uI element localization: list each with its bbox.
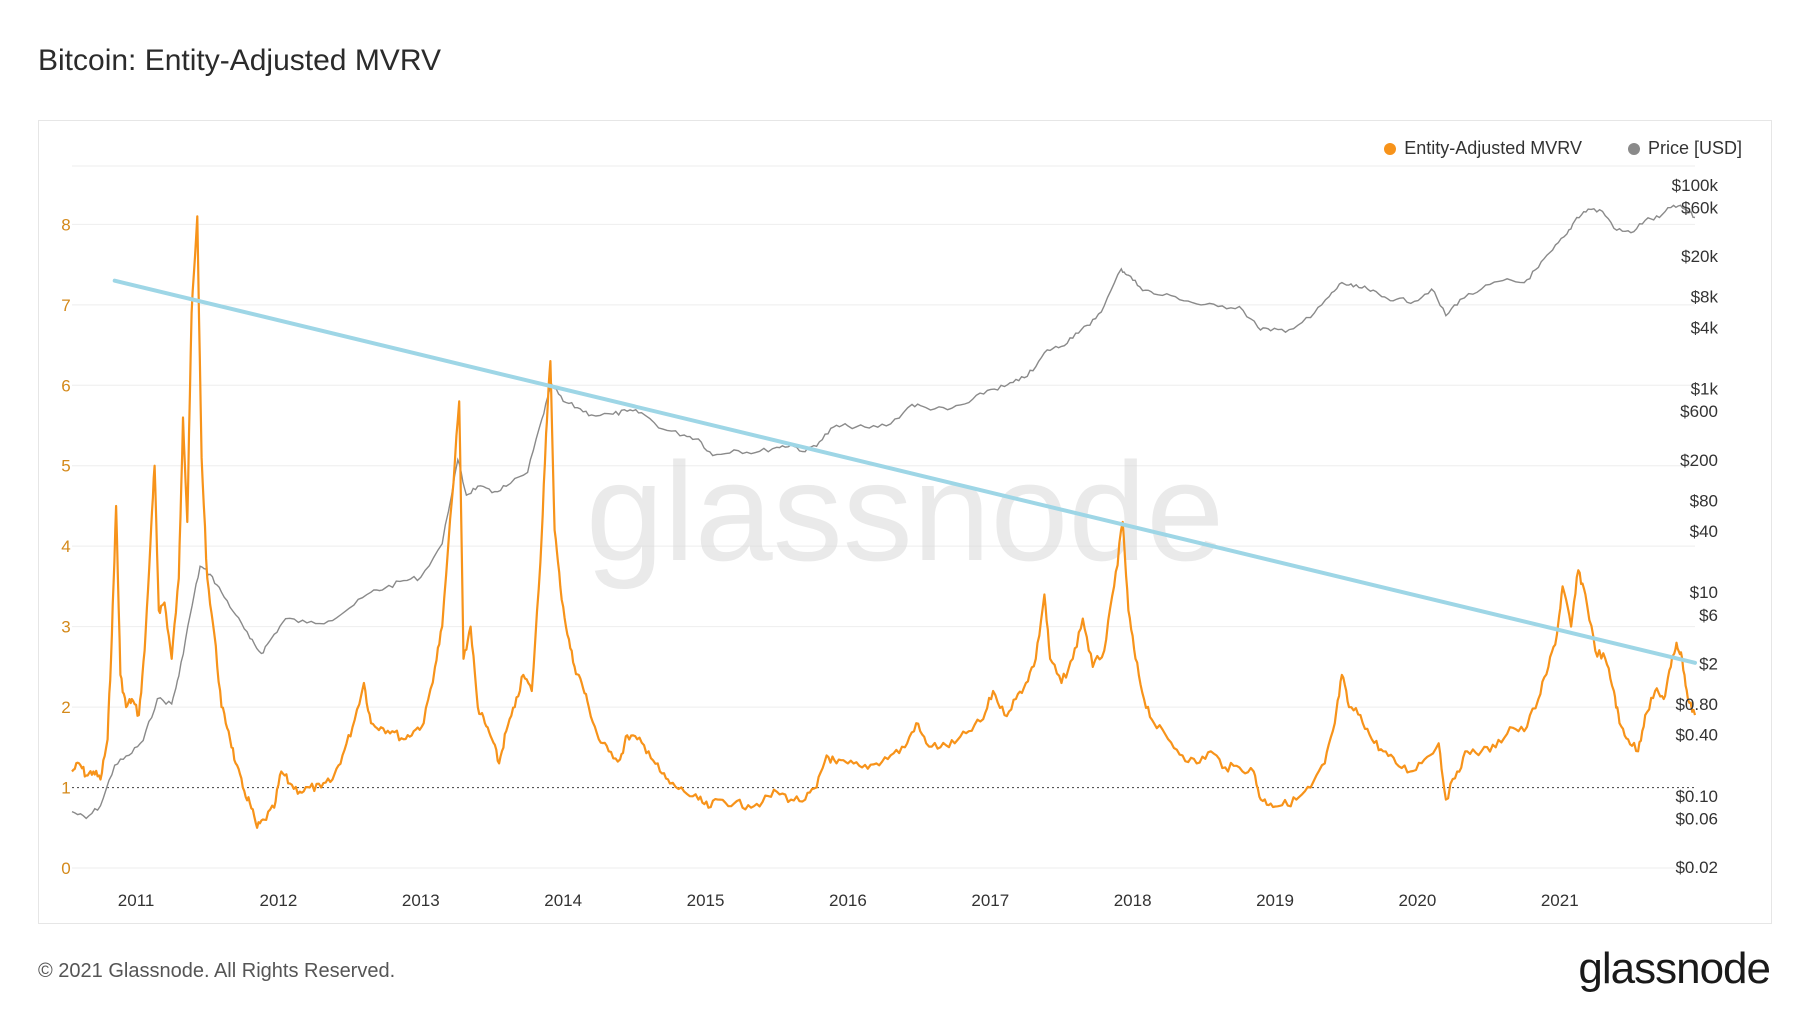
right-tick-label: $100k bbox=[1672, 176, 1719, 195]
left-tick-label: 6 bbox=[61, 376, 70, 395]
left-tick-label: 2 bbox=[61, 698, 70, 717]
left-tick-label: 5 bbox=[61, 457, 70, 476]
legend-dot-price bbox=[1627, 142, 1640, 155]
legend-item-price[interactable]: Price [USD] bbox=[1627, 138, 1742, 159]
right-tick-label: $4k bbox=[1691, 318, 1719, 337]
left-tick-label: 4 bbox=[61, 537, 70, 556]
x-tick-label: 2013 bbox=[402, 891, 440, 910]
left-axis: 0 1 2 3 4 5 6 7 8 bbox=[61, 215, 70, 878]
right-tick-label: $2 bbox=[1699, 654, 1718, 673]
right-tick-label: $8k bbox=[1691, 288, 1719, 307]
x-tick-label: 2015 bbox=[687, 891, 725, 910]
x-tick-label: 2017 bbox=[971, 891, 1009, 910]
x-axis: 2011 2012 2013 2014 2015 2016 2017 2018 2019 2020… bbox=[118, 891, 1579, 910]
right-tick-label: $0.10 bbox=[1675, 787, 1718, 806]
right-axis: $100k $60k $20k $8k $4k $1k $600 $200 $80 $40 $10 $… bbox=[1672, 176, 1719, 877]
x-tick-label: 2018 bbox=[1114, 891, 1152, 910]
brand-logo[interactable]: glassnode bbox=[1578, 944, 1771, 993]
right-tick-label: $0.02 bbox=[1675, 858, 1718, 877]
x-tick-label: 2012 bbox=[260, 891, 298, 910]
legend-dot-mvrv bbox=[1384, 142, 1397, 155]
price-line bbox=[71, 204, 1696, 820]
left-tick-label: 3 bbox=[61, 618, 70, 637]
right-tick-label: $600 bbox=[1680, 402, 1718, 421]
legend: Entity-Adjusted MVRV Price [USD] bbox=[1384, 138, 1742, 159]
watermark-text: glassnode bbox=[586, 433, 1224, 590]
legend-label-mvrv: Entity-Adjusted MVRV bbox=[1404, 138, 1582, 158]
trend-line-mark bbox=[112, 278, 1697, 665]
right-tick-label: $1k bbox=[1691, 380, 1719, 399]
right-tick-label: $6 bbox=[1699, 606, 1718, 625]
legend-label-price: Price [USD] bbox=[1647, 138, 1742, 158]
copyright-text: © 2021 Glassnode. All Rights Reserved. bbox=[38, 960, 396, 982]
left-tick-label: 8 bbox=[61, 215, 70, 234]
right-tick-label: $40 bbox=[1690, 522, 1718, 541]
trend-line bbox=[112, 278, 1697, 665]
x-tick-label: 2021 bbox=[1541, 891, 1579, 910]
chart-title: Bitcoin: Entity-Adjusted MVRV bbox=[38, 44, 441, 77]
right-tick-label: $60k bbox=[1681, 199, 1718, 218]
right-tick-label: $0.40 bbox=[1675, 726, 1718, 745]
x-tick-label: 2016 bbox=[829, 891, 867, 910]
right-tick-label: $0.80 bbox=[1675, 695, 1718, 714]
right-tick-label: $20k bbox=[1681, 247, 1718, 266]
right-tick-label: $0.06 bbox=[1675, 809, 1718, 828]
right-tick-label: $200 bbox=[1680, 451, 1718, 470]
left-tick-label: 1 bbox=[61, 779, 70, 798]
legend-item-mvrv[interactable]: Entity-Adjusted MVRV bbox=[1384, 138, 1582, 159]
left-tick-label: 0 bbox=[61, 859, 70, 878]
right-tick-label: $10 bbox=[1690, 583, 1718, 602]
right-tick-label: $80 bbox=[1690, 491, 1718, 510]
x-tick-label: 2019 bbox=[1256, 891, 1294, 910]
left-tick-label: 7 bbox=[61, 296, 70, 315]
grid-lines bbox=[72, 165, 1695, 869]
mvrv-series bbox=[71, 215, 1697, 829]
x-tick-label: 2011 bbox=[118, 891, 155, 910]
x-tick-label: 2020 bbox=[1398, 891, 1436, 910]
mvrv-line bbox=[71, 215, 1697, 829]
chart-panel bbox=[38, 120, 1772, 924]
price-series bbox=[71, 204, 1696, 820]
x-tick-label: 2014 bbox=[544, 891, 582, 910]
